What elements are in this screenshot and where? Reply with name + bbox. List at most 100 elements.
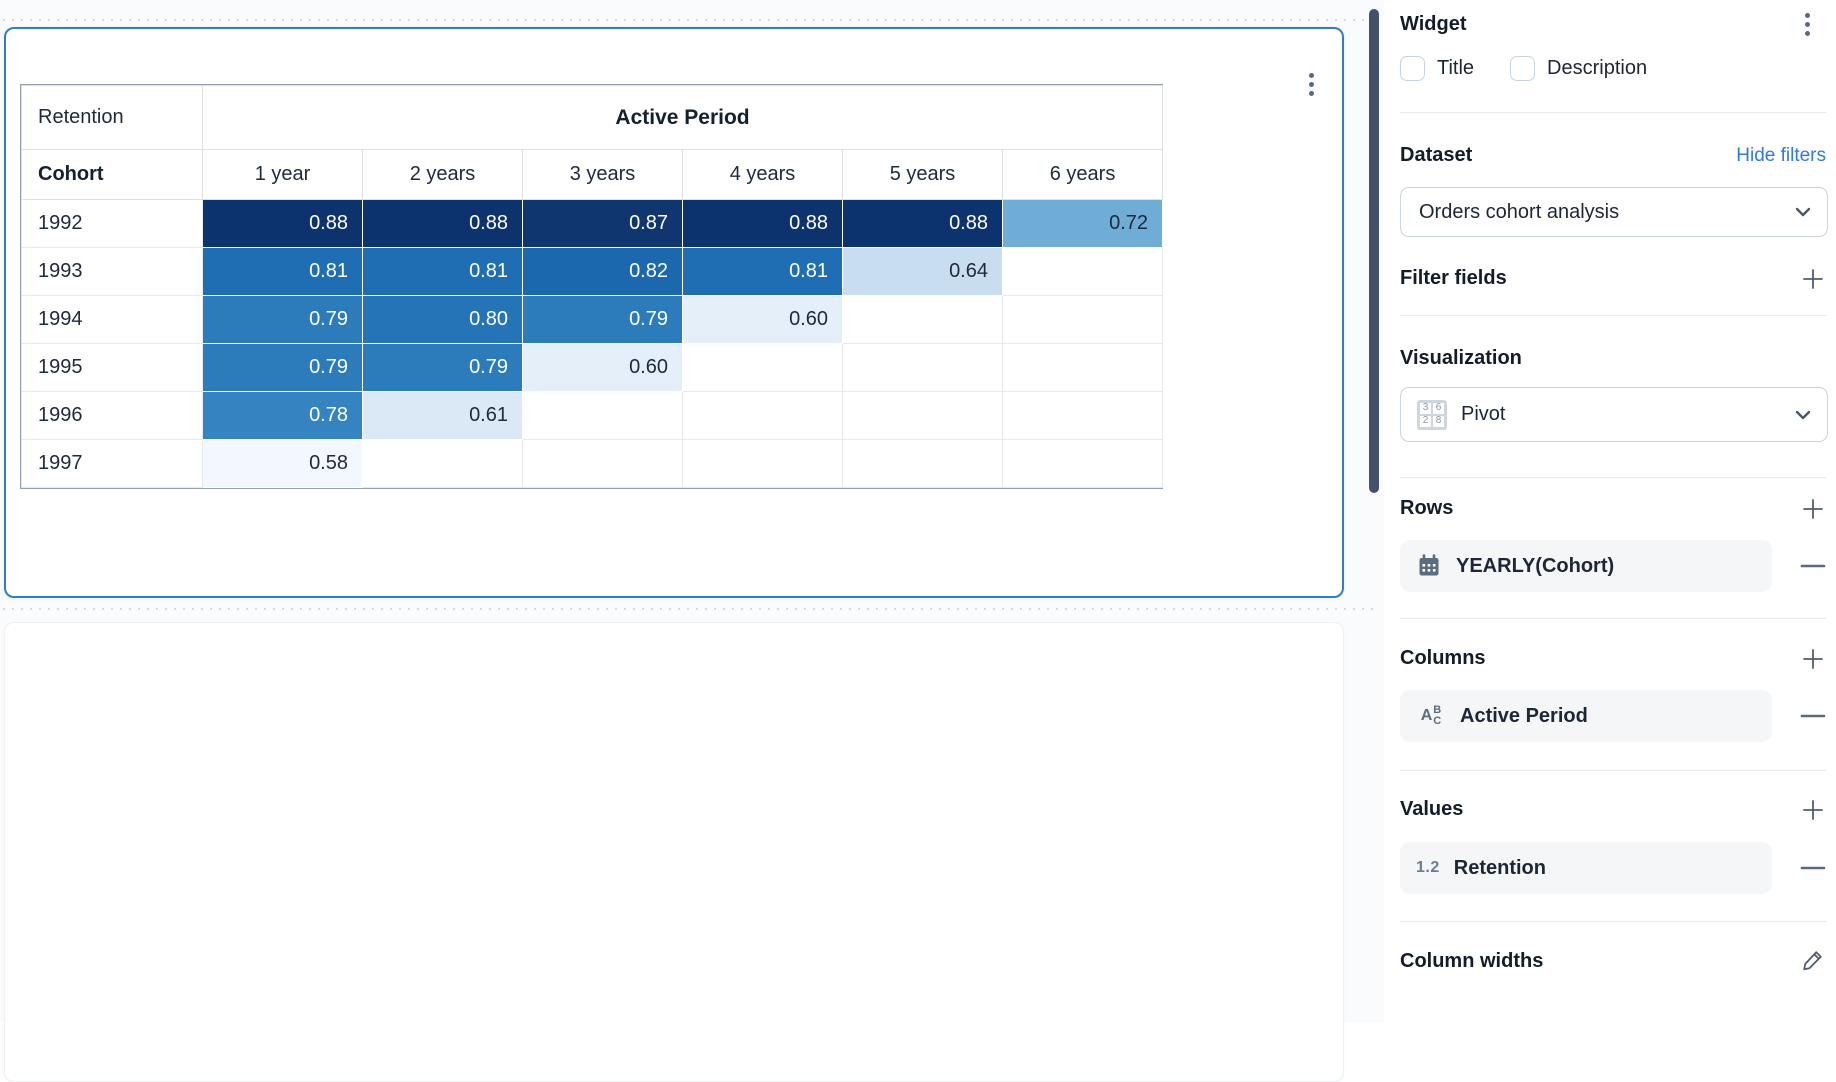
- minus-icon: [1800, 866, 1826, 870]
- pivot-empty-cell: [1001, 247, 1164, 296]
- add-value-field-button[interactable]: [1800, 797, 1826, 823]
- rows-heading: Rows: [1400, 497, 1454, 519]
- title-description-row: Title Description: [1400, 56, 1826, 81]
- calendar-icon: [1419, 554, 1439, 576]
- canvas-grid-dots: [3, 19, 1380, 21]
- add-column-field-button[interactable]: [1800, 646, 1826, 672]
- panel-scrollbar-thumb[interactable]: [1369, 9, 1379, 493]
- pivot-value-cell: 0.81: [682, 247, 843, 296]
- pivot-empty-cell: [682, 391, 843, 440]
- pivot-measure-title: Retention: [21, 85, 203, 150]
- pivot-row-axis-label: Cohort: [21, 149, 203, 200]
- pivot-empty-cell: [682, 343, 843, 392]
- pivot-empty-cell: [842, 439, 1003, 488]
- remove-row-field-button[interactable]: [1800, 553, 1826, 579]
- pivot-empty-cell: [362, 439, 523, 488]
- divider: [1400, 921, 1826, 922]
- number-field-type-icon: 1.2: [1416, 859, 1440, 876]
- visualization-heading: Visualization: [1400, 347, 1522, 369]
- divider: [1400, 112, 1826, 113]
- pivot-value-cell: 0.79: [362, 343, 523, 392]
- pivot-value-cell: 0.64: [842, 247, 1003, 296]
- panel-menu-button[interactable]: [1805, 11, 1810, 38]
- values-field-label: Retention: [1453, 856, 1546, 879]
- add-row-field-button[interactable]: [1800, 496, 1826, 522]
- pivot-column-header: 3 years: [522, 149, 683, 200]
- add-filter-field-button[interactable]: [1800, 266, 1826, 292]
- hide-filters-link[interactable]: Hide filters: [1736, 145, 1826, 166]
- pivot-value-cell: 0.82: [522, 247, 683, 296]
- divider: [1400, 770, 1826, 771]
- pivot-data-row: 1996 0.78 0.61: [21, 391, 1164, 440]
- pivot-row-label: 1997: [21, 439, 203, 488]
- panel-title: Widget: [1400, 13, 1467, 35]
- pivot-empty-cell: [1001, 343, 1164, 392]
- pivot-value-cell: 0.58: [202, 439, 363, 488]
- remove-value-field-button[interactable]: [1800, 855, 1826, 881]
- pivot-table: Retention Active Period Cohort 1 year 2 year…: [20, 84, 1164, 489]
- dataset-select[interactable]: Orders cohort analysis: [1400, 187, 1828, 237]
- pivot-value-cell: 0.79: [202, 295, 363, 344]
- pivot-subheader-row: Cohort 1 year 2 years 3 years 4 years 5 years…: [21, 149, 1164, 200]
- plus-icon: [1803, 269, 1823, 289]
- pivot-row-label: 1996: [21, 391, 203, 440]
- rows-field-pill[interactable]: YEARLY(Cohort): [1400, 540, 1772, 592]
- title-checkbox[interactable]: [1400, 56, 1425, 81]
- pivot-value-cell: 0.61: [362, 391, 523, 440]
- pivot-value-cell: 0.88: [202, 199, 363, 248]
- pivot-value-cell: 0.81: [362, 247, 523, 296]
- pivot-column-header: 5 years: [842, 149, 1003, 200]
- pencil-icon: [1803, 951, 1822, 971]
- pivot-value-cell: 0.78: [202, 391, 363, 440]
- pivot-data-row: 1992 0.88 0.88 0.87 0.88 0.88 0.72: [21, 199, 1164, 248]
- pivot-data-row: 1997 0.58: [21, 439, 1164, 488]
- pivot-empty-cell: [1001, 391, 1164, 440]
- title-checkbox-label: Title: [1437, 57, 1475, 79]
- pivot-row-label: 1995: [21, 343, 203, 392]
- pivot-row-label: 1993: [21, 247, 203, 296]
- pivot-value-cell: 0.88: [842, 199, 1003, 248]
- remove-column-field-button[interactable]: [1800, 703, 1826, 729]
- dashboard-canvas: Retention Active Period Cohort 1 year 2 year…: [3, 19, 1380, 1082]
- pivot-column-header: 1 year: [202, 149, 363, 200]
- pivot-empty-cell: [1001, 295, 1164, 344]
- pivot-empty-cell: [522, 391, 683, 440]
- chevron-down-icon: [1795, 207, 1811, 217]
- pivot-data-row: 1995 0.79 0.79 0.60: [21, 343, 1164, 392]
- widget-menu-button[interactable]: [1309, 71, 1314, 98]
- pivot-empty-cell: [842, 391, 1003, 440]
- pivot-column-header: 6 years: [1001, 149, 1164, 200]
- divider: [1400, 315, 1826, 316]
- pivot-row-label: 1994: [21, 295, 203, 344]
- plus-icon: [1803, 649, 1823, 669]
- pivot-empty-cell: [522, 439, 683, 488]
- pivot-value-cell: 0.79: [522, 295, 683, 344]
- pivot-widget-card[interactable]: Retention Active Period Cohort 1 year 2 year…: [4, 27, 1344, 598]
- visualization-select-value: Pivot: [1461, 403, 1506, 425]
- divider: [1400, 477, 1826, 478]
- rows-field-label: YEARLY(Cohort): [1456, 554, 1615, 577]
- visualization-select[interactable]: 3 6 2 8 Pivot: [1400, 387, 1828, 442]
- pivot-header-row: Retention Active Period: [21, 85, 1164, 150]
- pivot-visualization-icon: 3 6 2 8: [1417, 399, 1447, 430]
- next-widget-card[interactable]: [4, 622, 1344, 1082]
- filter-fields-heading: Filter fields: [1400, 267, 1507, 289]
- pivot-empty-cell: [1001, 439, 1164, 488]
- dataset-heading: Dataset: [1400, 144, 1473, 166]
- pivot-empty-cell: [842, 343, 1003, 392]
- pivot-empty-cell: [682, 439, 843, 488]
- pivot-value-cell: 0.72: [1001, 199, 1164, 248]
- minus-icon: [1800, 564, 1826, 568]
- pivot-empty-cell: [842, 295, 1003, 344]
- edit-column-widths-button[interactable]: [1800, 947, 1826, 973]
- pivot-value-cell: 0.60: [522, 343, 683, 392]
- pivot-value-cell: 0.79: [202, 343, 363, 392]
- pivot-value-cell: 0.88: [682, 199, 843, 248]
- description-checkbox[interactable]: [1510, 56, 1536, 81]
- minus-icon: [1800, 714, 1826, 718]
- pivot-column-header: 2 years: [362, 149, 523, 200]
- values-field-pill[interactable]: 1.2 Retention: [1400, 842, 1772, 894]
- pivot-column-header: 4 years: [682, 149, 843, 200]
